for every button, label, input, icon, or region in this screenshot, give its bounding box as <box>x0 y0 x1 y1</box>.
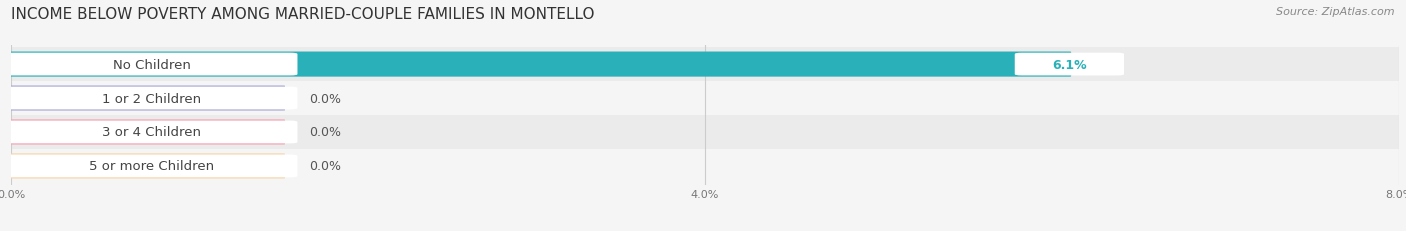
Text: Source: ZipAtlas.com: Source: ZipAtlas.com <box>1277 7 1395 17</box>
FancyBboxPatch shape <box>1015 53 1123 76</box>
FancyBboxPatch shape <box>11 82 1399 116</box>
FancyBboxPatch shape <box>10 154 285 179</box>
FancyBboxPatch shape <box>6 155 298 178</box>
FancyBboxPatch shape <box>10 86 285 111</box>
FancyBboxPatch shape <box>6 121 298 144</box>
Text: 0.0%: 0.0% <box>309 92 342 105</box>
Text: 6.1%: 6.1% <box>1052 58 1087 71</box>
FancyBboxPatch shape <box>10 52 1071 77</box>
FancyBboxPatch shape <box>11 149 1399 183</box>
Text: 0.0%: 0.0% <box>309 160 342 173</box>
Text: INCOME BELOW POVERTY AMONG MARRIED-COUPLE FAMILIES IN MONTELLO: INCOME BELOW POVERTY AMONG MARRIED-COUPL… <box>11 7 595 22</box>
Text: No Children: No Children <box>112 58 191 71</box>
FancyBboxPatch shape <box>11 116 1399 149</box>
Text: 0.0%: 0.0% <box>309 126 342 139</box>
FancyBboxPatch shape <box>6 87 298 110</box>
Text: 3 or 4 Children: 3 or 4 Children <box>103 126 201 139</box>
FancyBboxPatch shape <box>6 53 298 76</box>
FancyBboxPatch shape <box>10 120 285 145</box>
Text: 1 or 2 Children: 1 or 2 Children <box>103 92 201 105</box>
Text: 5 or more Children: 5 or more Children <box>89 160 214 173</box>
FancyBboxPatch shape <box>11 48 1399 82</box>
